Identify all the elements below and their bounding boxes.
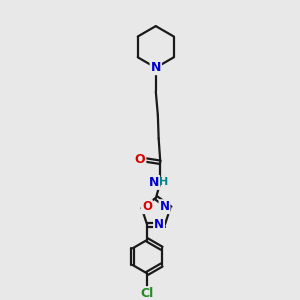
Text: N: N: [160, 200, 170, 213]
Text: Cl: Cl: [140, 287, 154, 300]
Text: O: O: [142, 200, 152, 213]
Text: H: H: [159, 177, 168, 188]
Text: N: N: [151, 61, 161, 74]
Text: N: N: [149, 176, 159, 189]
Text: O: O: [135, 153, 146, 166]
Text: N: N: [154, 218, 164, 231]
